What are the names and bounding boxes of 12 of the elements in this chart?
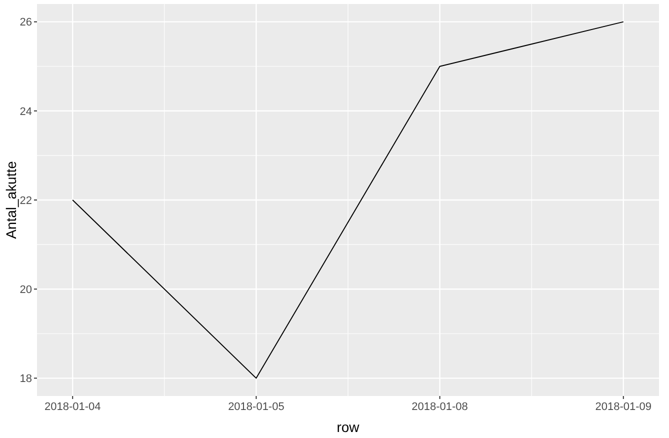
x-tick-label: 2018-01-08 <box>412 401 468 413</box>
y-tick-label: 18 <box>20 373 32 386</box>
x-tick-label: 2018-01-09 <box>595 401 652 413</box>
x-tick-label: 2018-01-05 <box>228 401 284 413</box>
line-series <box>72 21 624 379</box>
y-tick-label: 26 <box>20 16 32 29</box>
x-axis-title: row <box>336 419 360 435</box>
y-tick-label: 22 <box>20 194 32 207</box>
y-tick-label: 24 <box>20 106 32 118</box>
x-tick-label: 2018-01-04 <box>44 401 101 413</box>
y-axis-title: Antal_akutte <box>3 160 19 239</box>
y-tick-label: 20 <box>20 284 32 296</box>
